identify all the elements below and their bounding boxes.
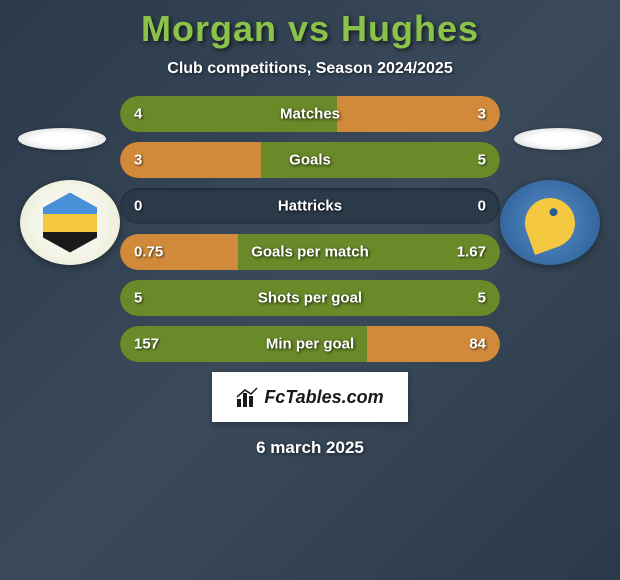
- stat-row: 157 84 Min per goal: [120, 326, 500, 362]
- right-team-badge: [500, 180, 600, 265]
- left-team-crest-icon: [40, 193, 100, 253]
- right-ellipse-decor: [514, 128, 602, 150]
- stat-value-right: 3: [478, 106, 486, 123]
- stat-row: 3 5 Goals: [120, 142, 500, 178]
- stat-value-left: 3: [134, 152, 142, 169]
- page-title: Morgan vs Hughes: [0, 0, 620, 50]
- brand-logo-text: FcTables.com: [264, 387, 383, 408]
- left-team-badge: [20, 180, 120, 265]
- stat-row: 0 0 Hattricks: [120, 188, 500, 224]
- stat-value-right: 1.67: [457, 244, 486, 261]
- stat-label: Shots per goal: [258, 290, 362, 307]
- stat-value-left: 4: [134, 106, 142, 123]
- stat-row: 5 5 Shots per goal: [120, 280, 500, 316]
- chart-bars-icon: [236, 387, 258, 407]
- stat-label: Hattricks: [278, 198, 342, 215]
- left-ellipse-decor: [18, 128, 106, 150]
- stat-value-right: 5: [478, 290, 486, 307]
- stat-value-left: 0: [134, 198, 142, 215]
- stat-row: 4 3 Matches: [120, 96, 500, 132]
- subtitle: Club competitions, Season 2024/2025: [0, 60, 620, 78]
- stats-container: 4 3 Matches 3 5 Goals 0 0 Hattricks 0.75 1.67 Goals…: [120, 96, 500, 362]
- stat-bar-right: [337, 96, 500, 132]
- stat-label: Min per goal: [266, 336, 354, 353]
- stat-label: Goals per match: [251, 244, 369, 261]
- stat-value-right: 84: [469, 336, 486, 353]
- stat-value-left: 157: [134, 336, 159, 353]
- stat-value-right: 0: [478, 198, 486, 215]
- stat-value-left: 5: [134, 290, 142, 307]
- stat-label: Goals: [289, 152, 331, 169]
- stat-row: 0.75 1.67 Goals per match: [120, 234, 500, 270]
- stat-value-left: 0.75: [134, 244, 163, 261]
- brand-logo: FcTables.com: [212, 372, 408, 422]
- stat-value-right: 5: [478, 152, 486, 169]
- right-team-crest-icon: [518, 190, 582, 254]
- date-label: 6 march 2025: [0, 438, 620, 458]
- stat-label: Matches: [280, 106, 340, 123]
